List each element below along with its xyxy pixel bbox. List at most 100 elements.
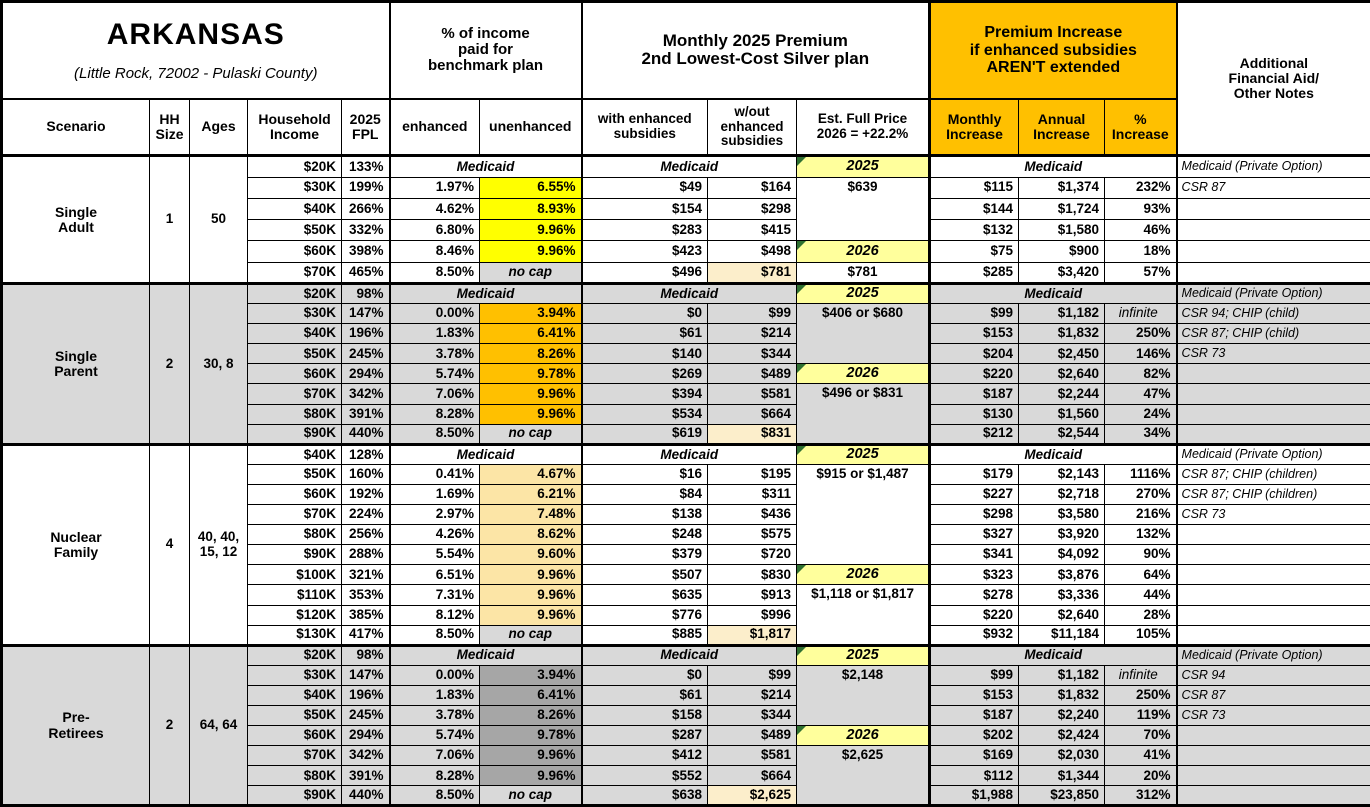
cell-fpl: 147% [342,304,390,324]
cell-fpl: 342% [342,746,390,766]
cell-monthly-increase: $115 [930,177,1019,198]
cell-income: $110K [248,585,342,605]
cell-note: CSR 94 [1177,665,1370,685]
cell-fpl: 294% [342,364,390,384]
cell-unenhanced: 8.26% [480,344,582,364]
cell-fpl: 98% [342,284,390,304]
cell-income: $40K [248,324,342,344]
cell-pct-increase: 24% [1105,404,1177,424]
cell-income: $70K [248,384,342,404]
cell-unenhanced: 9.96% [480,384,582,404]
cell-annual-increase: $1,344 [1019,766,1105,786]
cell-income: $120K [248,605,342,625]
cell-fpl: 98% [342,645,390,665]
cell-monthly-increase: $932 [930,625,1019,645]
cell-note: CSR 73 [1177,705,1370,725]
cell-pct-increase: 93% [1105,198,1177,219]
cell-with-subsidies: $154 [582,198,708,219]
cell-pct-increase: 70% [1105,726,1177,746]
cell-annual-increase: $2,640 [1019,605,1105,625]
cell-unenhanced: 9.78% [480,726,582,746]
scenario-label: Nuclear Family [2,444,150,645]
cell-income: $80K [248,404,342,424]
cell-note [1177,525,1370,545]
col-header-fpl: 2025 FPL [342,99,390,156]
cell-fpl: 321% [342,565,390,585]
cell-note [1177,786,1370,806]
cell-fpl: 440% [342,424,390,444]
cell-without-subsidies: $99 [708,665,797,685]
cell-monthly-increase: $285 [930,262,1019,283]
cell-fpl: 391% [342,766,390,786]
cell-fpl: 245% [342,344,390,364]
cell-enhanced: 7.06% [390,746,480,766]
cell-unenhanced: 9.96% [480,605,582,625]
cell-pct-increase: 250% [1105,324,1177,344]
cell-without-subsidies: $830 [708,565,797,585]
ages: 64, 64 [190,645,248,806]
cell-without-subsidies: $415 [708,220,797,241]
cell-annual-increase: $1,560 [1019,404,1105,424]
cell-pct-increase: 64% [1105,565,1177,585]
cell-note: Medicaid (Private Option) [1177,156,1370,177]
cell-with-subsidies: $49 [582,177,708,198]
cell-income: $20K [248,284,342,304]
cell-monthly-increase: $99 [930,304,1019,324]
cell-without-subsidies: $99 [708,304,797,324]
cell-fpl: 224% [342,505,390,525]
cell-without-subsidies: $831 [708,424,797,444]
cell-unenhanced: 3.94% [480,665,582,685]
cell-income: $50K [248,464,342,484]
cell-annual-increase: $4,092 [1019,545,1105,565]
cell-est-full-price: $639 [797,177,930,241]
cell-enhanced: 7.31% [390,585,480,605]
cell-enhanced: 7.06% [390,384,480,404]
col-header-monthly-increase: Monthly Increase [930,99,1019,156]
cell-without-subsidies: $298 [708,198,797,219]
cell-fpl: 288% [342,545,390,565]
cell-pct-increase: 216% [1105,505,1177,525]
cell-unenhanced: 9.96% [480,585,582,605]
cell-with-subsidies: $0 [582,304,708,324]
cell-medicaid-benchmark: Medicaid [390,156,582,177]
cell-monthly-increase: $112 [930,766,1019,786]
cell-fpl: 133% [342,156,390,177]
cell-est-year-flag: 2026 [797,241,930,262]
cell-pct-increase: 82% [1105,364,1177,384]
cell-fpl: 196% [342,324,390,344]
cell-medicaid-benchmark: Medicaid [390,645,582,665]
cell-annual-increase: $3,420 [1019,262,1105,283]
cell-enhanced: 1.97% [390,177,480,198]
cell-enhanced: 8.50% [390,424,480,444]
col-header-enhanced: enhanced [390,99,480,156]
cell-fpl: 147% [342,665,390,685]
hh-size: 1 [150,156,190,284]
cell-enhanced: 0.41% [390,464,480,484]
cell-income: $60K [248,241,342,262]
cell-enhanced: 5.74% [390,364,480,384]
cell-monthly-increase: $153 [930,685,1019,705]
cell-fpl: 192% [342,484,390,504]
cell-fpl: 465% [342,262,390,283]
cell-note [1177,545,1370,565]
cell-without-subsidies: $664 [708,404,797,424]
cell-with-subsidies: $496 [582,262,708,283]
cell-annual-increase: $2,640 [1019,364,1105,384]
cell-note [1177,565,1370,585]
cell-without-subsidies: $2,625 [708,786,797,806]
cell-with-subsidies: $885 [582,625,708,645]
cell-pct-increase: 47% [1105,384,1177,404]
cell-annual-increase: $1,832 [1019,324,1105,344]
cell-enhanced: 1.69% [390,484,480,504]
cell-with-subsidies: $507 [582,565,708,585]
cell-est-year-flag: 2025 [797,156,930,177]
cell-enhanced: 5.54% [390,545,480,565]
cell-note [1177,384,1370,404]
col-header-scenario: Scenario [2,99,150,156]
cell-medicaid-premium: Medicaid [582,444,797,464]
cell-note: CSR 87; CHIP (children) [1177,464,1370,484]
cell-income: $60K [248,726,342,746]
cell-note [1177,766,1370,786]
